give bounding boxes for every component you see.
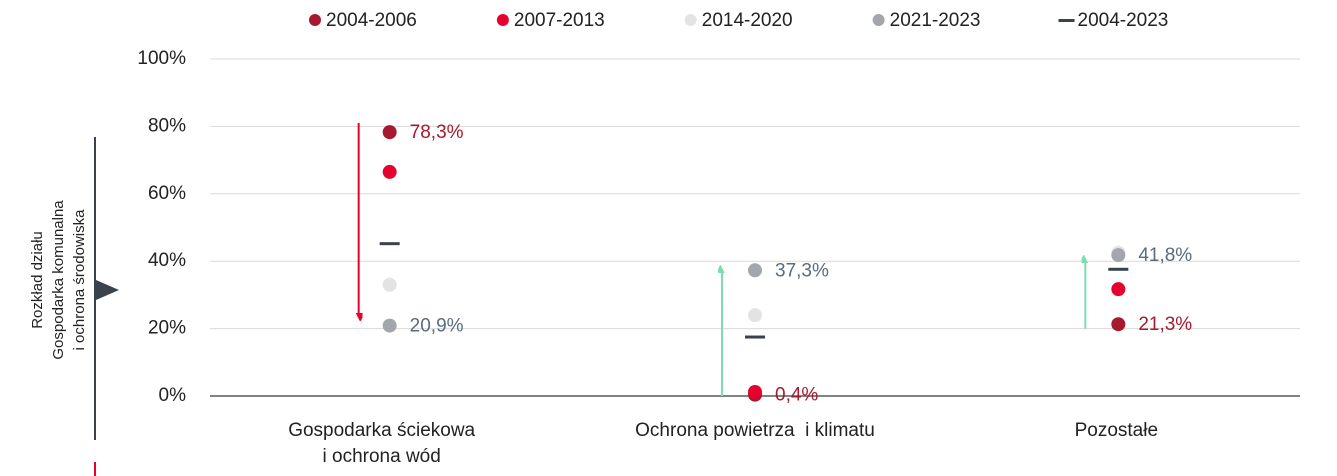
data-label: 41,8% bbox=[1138, 245, 1192, 266]
legend-label: 2004-2006 bbox=[326, 10, 417, 31]
dot bbox=[1111, 248, 1126, 263]
y-tick-label: 60% bbox=[148, 183, 186, 204]
data-label: 20,9% bbox=[410, 316, 464, 337]
dot bbox=[748, 384, 762, 399]
y-tick-label: 80% bbox=[148, 115, 186, 136]
x-tick-label: Pozostałe bbox=[1074, 420, 1159, 441]
side-label: Gospodarka komunalna bbox=[50, 200, 67, 360]
legend-marker bbox=[496, 14, 509, 26]
side-label: i ochrona środowiska bbox=[71, 209, 88, 351]
side-pointer bbox=[96, 280, 119, 300]
legend-label: 2014-2020 bbox=[702, 10, 793, 31]
mean-dash bbox=[379, 242, 400, 246]
y-tick-label: 20% bbox=[148, 318, 186, 339]
data-label: 21,3% bbox=[1138, 314, 1192, 335]
x-tick-label: Ochrona powietrza i klimatu bbox=[635, 420, 875, 441]
dot bbox=[1111, 317, 1126, 332]
data-label: 37,3% bbox=[775, 260, 829, 281]
mean-dash bbox=[745, 335, 765, 339]
legend-marker bbox=[872, 14, 885, 26]
mean-dash bbox=[1108, 267, 1129, 271]
y-tick-label: 0% bbox=[159, 385, 187, 406]
data-label: 78,3% bbox=[410, 122, 464, 143]
dot bbox=[382, 277, 397, 292]
legend-marker bbox=[1058, 19, 1075, 22]
legend-label: 2007-2013 bbox=[514, 10, 605, 31]
dot bbox=[382, 318, 397, 333]
data-label: 0,4% bbox=[775, 385, 818, 406]
x-tick-label: Gospodarka ściekowa i ochrona wód bbox=[288, 420, 476, 467]
dot bbox=[1111, 282, 1126, 297]
dot bbox=[382, 125, 397, 140]
legend-marker bbox=[684, 14, 697, 26]
legend-marker bbox=[309, 14, 321, 26]
y-tick-label: 100% bbox=[137, 48, 186, 69]
legend-label: 2021-2023 bbox=[890, 10, 981, 31]
dot bbox=[382, 164, 397, 179]
legend-label: 2004-2023 bbox=[1078, 10, 1169, 31]
dot bbox=[748, 308, 762, 323]
side-label: Rozkład działu bbox=[29, 231, 46, 329]
dot bbox=[748, 263, 762, 278]
y-tick-label: 40% bbox=[148, 250, 186, 271]
